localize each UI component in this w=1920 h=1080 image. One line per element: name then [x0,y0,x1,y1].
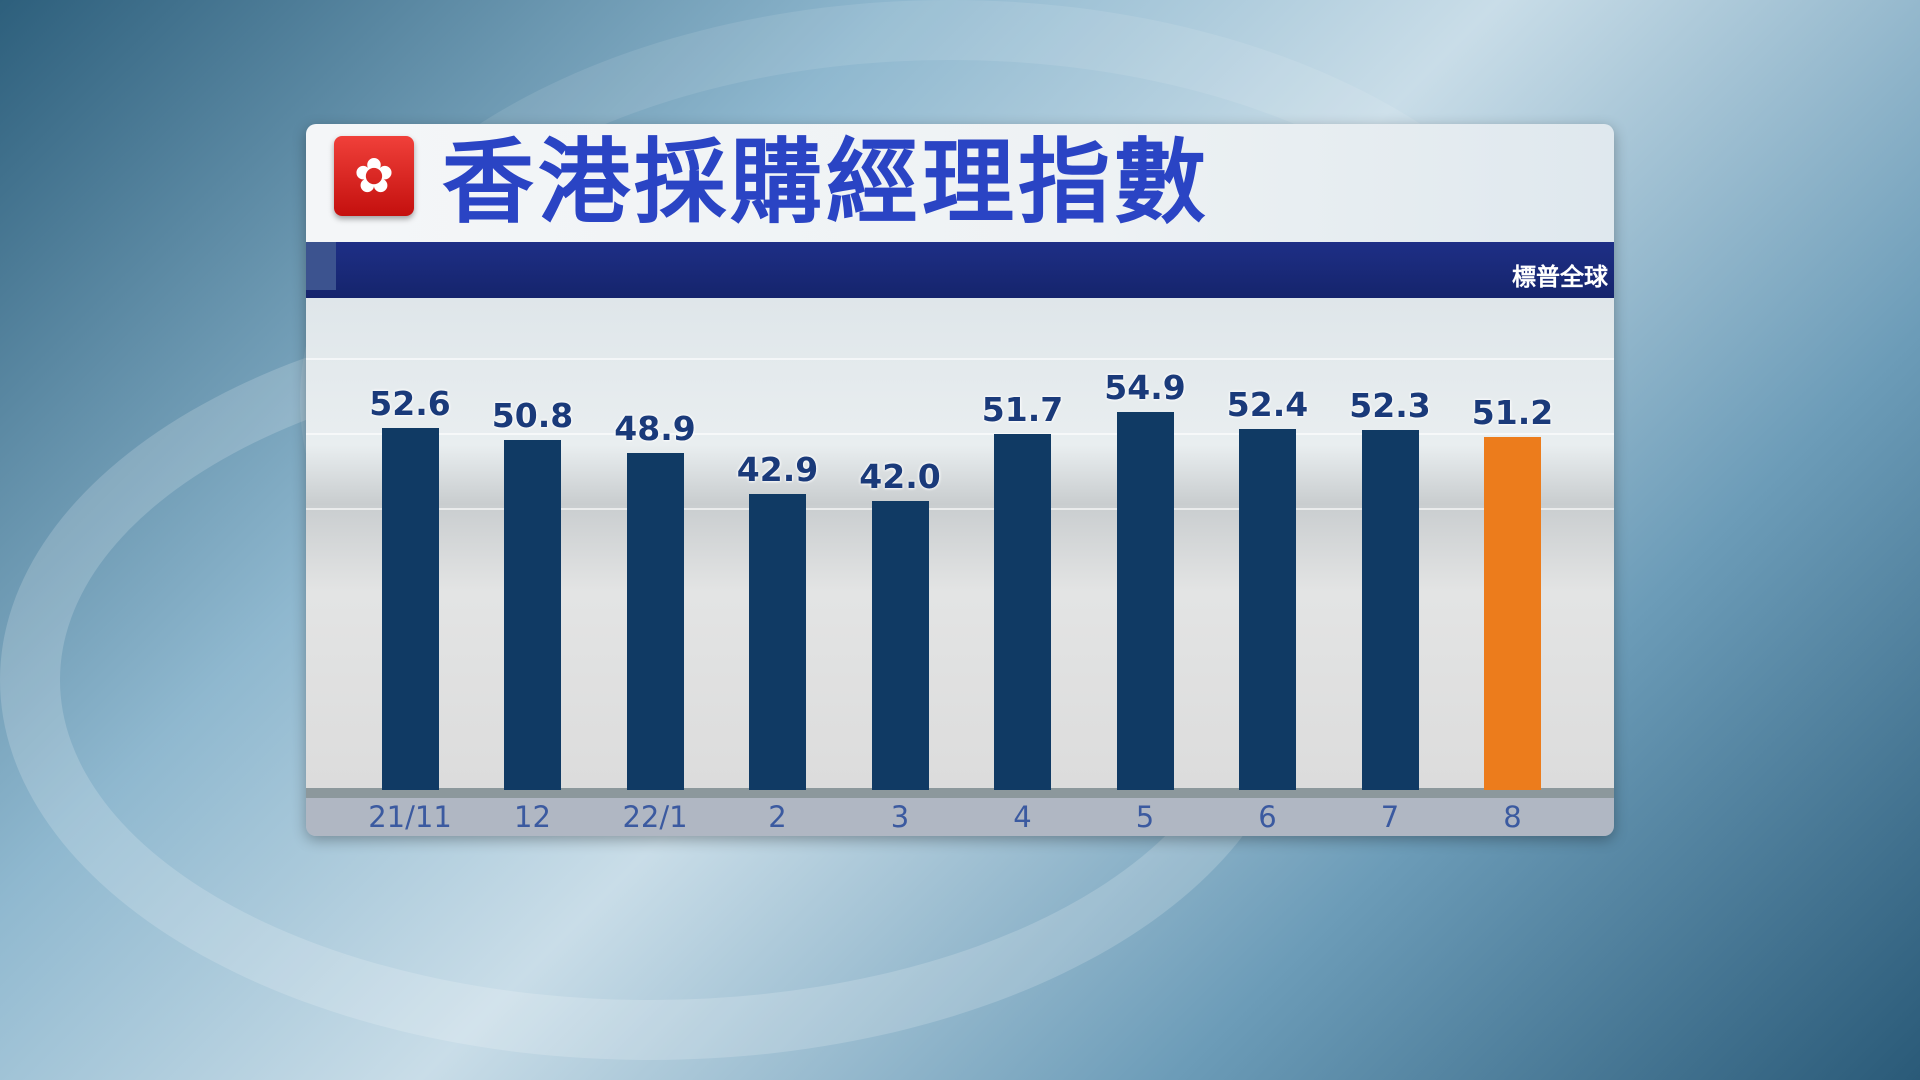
x-tick-label: 3 [890,800,910,834]
x-tick-label: 5 [1135,800,1155,834]
bar [381,427,439,790]
data-label: 52.4 [1226,384,1309,424]
subtitle-band: 標普全球 [306,242,1614,298]
bar [994,433,1051,790]
grid-line [306,358,1614,360]
title-bar: ✿ 香港採購經理指數 [306,124,1614,242]
chart-title: 香港採購經理指數 [442,129,1211,236]
hong-kong-flag-icon: ✿ [334,136,414,216]
data-label: 51.2 [1471,393,1554,433]
bar [749,494,806,790]
x-axis-strip [306,798,1614,836]
x-tick-label: 6 [1258,800,1277,834]
chart-marks: 52.6 21/11 50.8 12 48.9 22/1 42.9 2 42.0 3 51.7 4 54… [306,124,1614,836]
grid-line [306,433,1614,435]
data-label: 52.3 [1349,385,1431,425]
bar [871,500,929,790]
x-tick-label: 4 [1013,800,1032,834]
data-label: 48.9 [614,409,696,449]
data-label: 42.9 [736,450,819,490]
x-tick-label: 12 [514,800,551,834]
grid-line [306,508,1614,510]
bar [1361,429,1419,790]
x-tick-label: 22/1 [622,800,688,834]
data-label: 54.9 [1104,367,1186,407]
band-tab [306,242,336,290]
data-label: 51.7 [981,389,1064,429]
x-axis-base [306,788,1614,798]
x-tick-label: 2 [768,800,787,834]
bar [504,439,561,790]
x-tick-label: 21/11 [368,800,452,834]
data-label: 42.0 [859,456,941,496]
chart-panel: ✿ 香港採購經理指數 標普全球 52.6 21/11 50.8 12 48.9 22/1 4… [306,124,1614,836]
data-label: 50.8 [491,395,574,435]
x-tick-label: 7 [1380,800,1400,834]
bar [1116,411,1174,790]
bar [1239,428,1296,790]
source-label: 標普全球 [1512,263,1608,291]
data-label: 52.6 [369,383,451,423]
bar [626,453,684,790]
bar [1484,437,1541,790]
x-tick-label: 8 [1503,800,1522,834]
